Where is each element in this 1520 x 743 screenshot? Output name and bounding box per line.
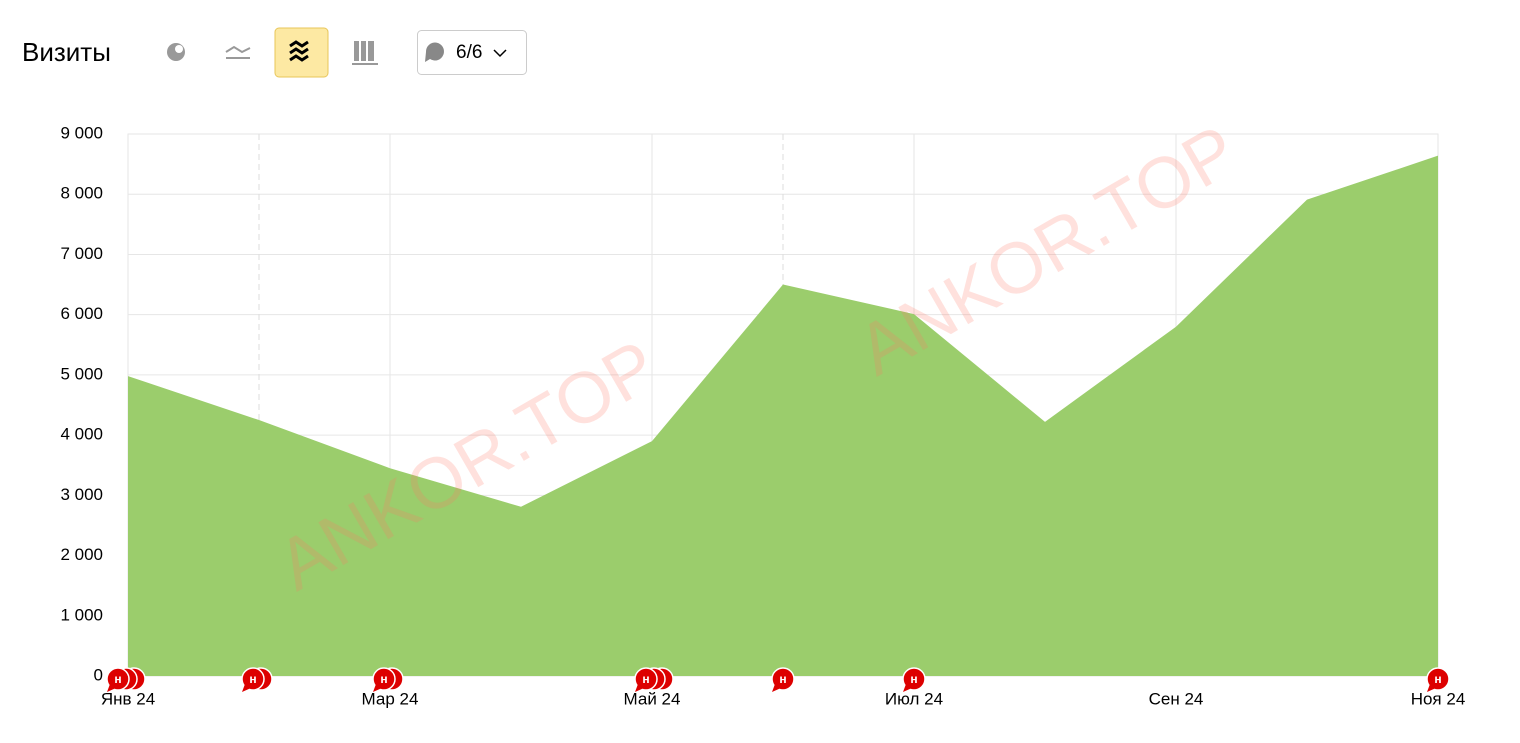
y-tick-label: 2 000 [60,545,103,564]
annotation-label: н [380,672,387,686]
annotation-bubble [902,667,926,691]
annotation-label: н [114,672,121,686]
annotation-marker[interactable]: н [106,667,146,692]
annotation-label: н [910,672,917,686]
annotation-label: н [642,672,649,686]
area [128,155,1438,676]
y-tick-label: 9 000 [60,123,103,142]
annotation-tail [772,684,781,692]
annotation-bubble [771,667,795,691]
y-tick-label: 1 000 [60,605,103,624]
annotation-marker[interactable]: н [372,667,404,692]
chart-type-area[interactable] [274,27,329,78]
chart-type-bar[interactable] [352,41,378,65]
annotation-tail [903,684,912,692]
annotation-marker[interactable]: н [241,667,273,692]
x-tick-label: Ноя 24 [1411,689,1466,708]
annotation-bubble [241,667,265,691]
x-tick-label: Мар 24 [362,689,419,708]
x-tick-label: Янв 24 [101,689,155,708]
y-tick-label: 4 000 [60,425,103,444]
annotation-bubble [106,667,130,691]
annotation-marker[interactable]: н [1426,667,1450,692]
annotation-tail [635,684,644,692]
annotation-bubble [372,667,396,691]
annotation-bubble [1426,667,1450,691]
x-tick-label: Сен 24 [1149,689,1204,708]
annotation-tail [1427,684,1436,692]
filter-label: 6/6 [456,42,482,63]
y-tick-label: 6 000 [60,304,103,323]
chart-type-line[interactable] [225,45,251,59]
annotation-marker[interactable]: н [771,667,795,692]
annotation-label: н [249,672,256,686]
page-title: Визиты [22,37,111,67]
x-tick-label: Июл 24 [885,689,943,708]
annotation-marker[interactable]: н [634,667,674,692]
y-tick-label: 3 000 [60,485,103,504]
annotation-label: н [779,672,786,686]
annotation-bubble [634,667,658,691]
y-tick-label: 7 000 [60,244,103,263]
chart-type-pie[interactable] [167,43,185,61]
annotation-label: н [1434,672,1441,686]
x-tick-label: Май 24 [624,689,681,708]
y-tick-label: 5 000 [60,364,103,383]
y-tick-label: 8 000 [60,184,103,203]
annotation-marker[interactable]: н [902,667,926,692]
annotation-tail [373,684,382,692]
y-tick-label: 0 [94,665,103,684]
annotation-tail [107,684,116,692]
annotation-tail [242,684,251,692]
annotation-filter[interactable]: 6/6 [417,30,527,75]
